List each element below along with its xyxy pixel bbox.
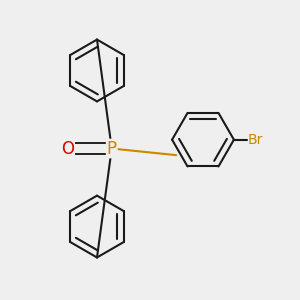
Text: P: P bbox=[107, 140, 117, 158]
Text: Br: Br bbox=[248, 133, 263, 147]
Text: O: O bbox=[61, 140, 74, 158]
